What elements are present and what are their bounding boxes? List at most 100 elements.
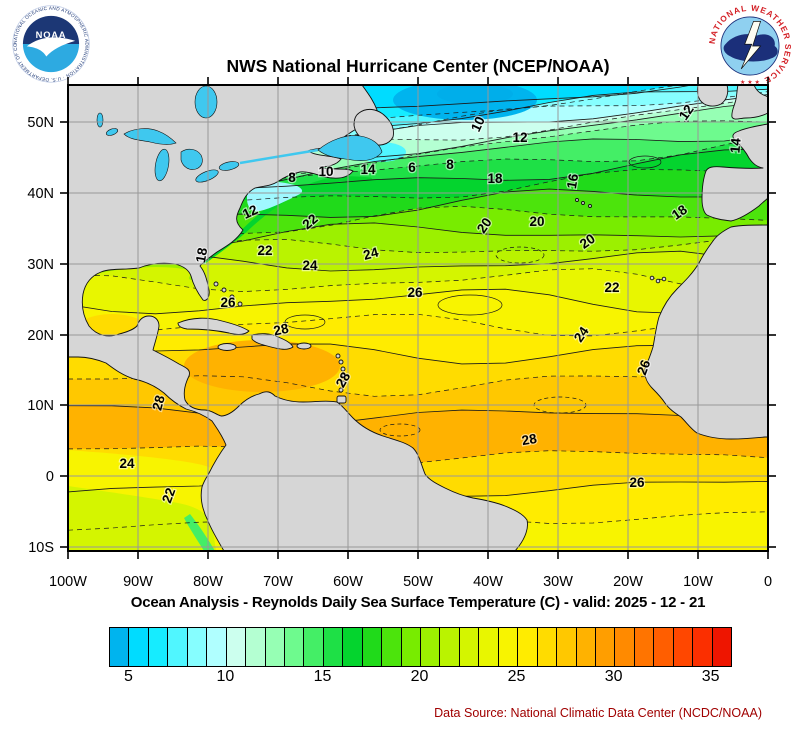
colorbar-segment-14C (304, 628, 324, 666)
colorbar-segment-9C (207, 628, 227, 666)
colorbar-label-35: 35 (701, 668, 720, 685)
colorbar-segment-33C (673, 628, 694, 666)
lat-label-30N: 30N (27, 257, 54, 273)
lake-ontario (218, 161, 240, 171)
inland-water (96, 85, 383, 183)
colorbar-segment-19C (401, 628, 421, 666)
colorbar-segment-13C (284, 628, 305, 666)
great-britain (731, 85, 768, 120)
lat-label-10S: 10S (28, 540, 54, 556)
colorbar-label-5: 5 (123, 668, 133, 685)
lon-label-0: 0 (764, 574, 772, 590)
contour-label-12: 12 (512, 130, 527, 145)
contour-label-28: 28 (521, 431, 539, 448)
gulf-of-st-lawrence (317, 135, 383, 162)
azores-island (588, 204, 592, 208)
lake-of-the-woods (105, 128, 119, 136)
noaa-logo-sea (22, 44, 80, 73)
contour-label-12: 12 (240, 202, 260, 222)
contour-label-16: 16 (564, 172, 581, 190)
azores-island (581, 201, 585, 205)
pacific-cold-tongue-22 (68, 486, 216, 551)
colorbar-segment-5C (129, 628, 149, 666)
colorbar-segment-35C (712, 628, 731, 666)
contour-label-26: 26 (634, 357, 653, 377)
colorbar-segment-16C (343, 628, 363, 666)
contour-label-10: 10 (468, 114, 488, 134)
lon-label-100W: 100W (49, 574, 87, 590)
contour-label-8: 8 (446, 157, 454, 172)
lesser-antilles-island (341, 373, 347, 379)
contour-label-28: 28 (149, 393, 168, 412)
colorbar-segment-10C (226, 628, 247, 666)
contour-label-22: 22 (604, 280, 619, 295)
noaa-seagull-icon (26, 37, 76, 57)
colorbar-segment-20C (421, 628, 441, 666)
canary-island (661, 276, 667, 282)
noaa-logo-text: NOAA (36, 30, 67, 40)
land-masses (68, 85, 768, 551)
bahamas-island (237, 301, 243, 307)
azores-island (575, 198, 579, 202)
colorbar-segment-12C (265, 628, 285, 666)
contour-label-28: 28 (272, 321, 290, 339)
colorbar-tick-labels: 5 10 15 20 25 30 35 (109, 668, 731, 690)
contour-label-18: 18 (193, 246, 210, 264)
colorbar-segment-34C (693, 628, 713, 666)
lon-label-10W: 10W (683, 574, 713, 590)
sst-local-features (68, 85, 537, 551)
contour-label-14: 14 (360, 162, 376, 177)
lat-label-0: 0 (46, 469, 54, 485)
midatlantic-cold-wedge (247, 181, 303, 212)
lon-label-30W: 30W (543, 574, 573, 590)
nws-lightning-icon (740, 21, 762, 70)
james-bay (194, 85, 218, 119)
lesser-antilles-island (335, 353, 341, 359)
colorbar-segment-4C (110, 628, 130, 666)
colorbar-segment-22C (459, 628, 480, 666)
noaa-logo: NATIONAL OCEANIC AND ATMOSPHERIC ADMINIS… (12, 5, 90, 83)
colorbar-segment-7C (168, 628, 188, 666)
contour-label-22: 22 (257, 243, 272, 258)
north-south-america (68, 85, 528, 551)
contour-label-26: 26 (220, 295, 236, 310)
colorbar-segment-30C (615, 628, 635, 666)
colorbar-segment-27C (557, 628, 577, 666)
colorbar-segment-15C (323, 628, 344, 666)
africa (644, 224, 768, 440)
contour-label-14: 14 (727, 137, 743, 154)
colorbar-label-15: 15 (313, 668, 332, 685)
lon-label-70W: 70W (263, 574, 293, 590)
contour-label-24: 24 (362, 244, 381, 263)
france-iberia (701, 123, 768, 222)
lat-label-50N: 50N (27, 115, 54, 131)
lat-lon-grid (68, 85, 768, 551)
colorbar-segment-17C (362, 628, 383, 666)
trinidad (336, 395, 347, 404)
peru-upwelling (184, 514, 215, 551)
lake-winnipeg (96, 112, 104, 128)
lon-label-40W: 40W (473, 574, 503, 590)
lake-erie (195, 169, 219, 183)
contour-label-6: 6 (408, 160, 416, 175)
colorbar-segment-28C (576, 628, 596, 666)
colorbar-segment-32C (654, 628, 674, 666)
colorbar-segment-23C (479, 628, 499, 666)
newfoundland (353, 108, 394, 146)
lon-label-50W: 50W (403, 574, 433, 590)
st-lawrence-river (239, 148, 319, 165)
colorbar-segment-29C (595, 628, 616, 666)
lesser-antilles-island (338, 387, 344, 393)
bahamas-island (213, 281, 219, 287)
colorbar-segment-11C (246, 628, 266, 666)
canary-island (649, 275, 655, 281)
page-title: NWS National Hurricane Center (NCEP/NOAA… (226, 56, 610, 76)
colorbar-label-25: 25 (507, 668, 526, 685)
caribbean-warm-pool (184, 340, 340, 392)
lon-label-80W: 80W (193, 574, 223, 590)
colorbar-segment-31C (634, 628, 655, 666)
contour-label-18: 18 (487, 171, 503, 186)
